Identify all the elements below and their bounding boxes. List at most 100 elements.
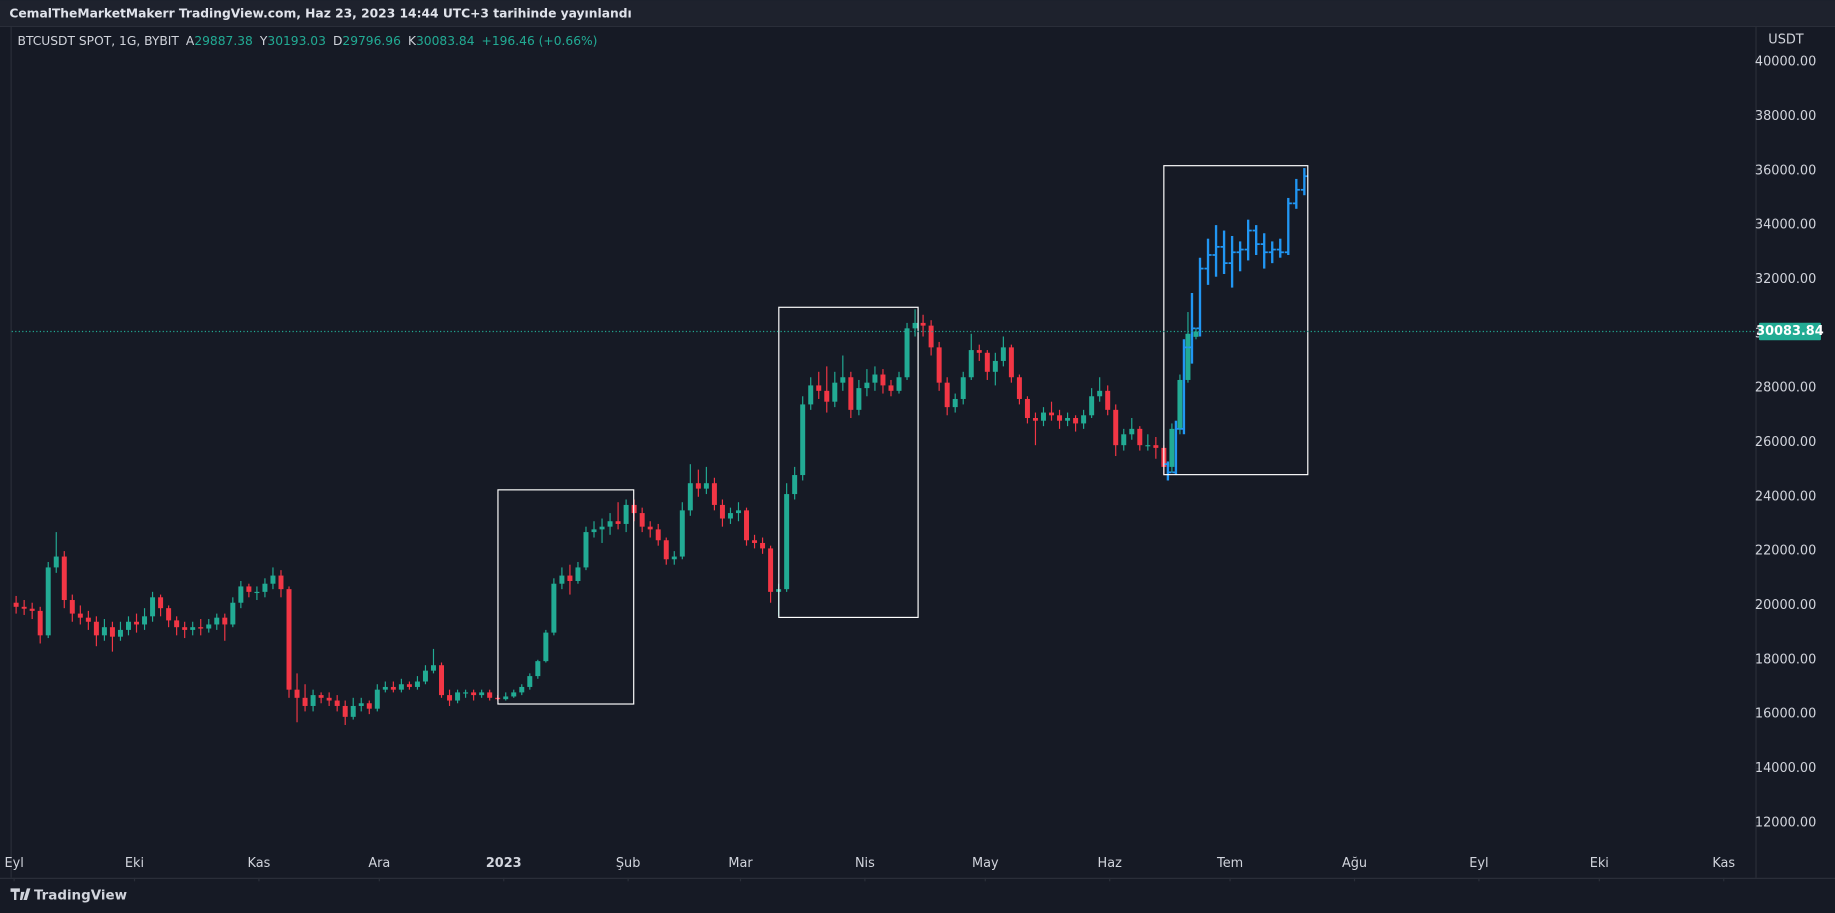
candle-body	[134, 621, 140, 625]
candle-body	[1016, 377, 1022, 399]
candle-body	[93, 621, 99, 636]
candle-body	[29, 608, 35, 611]
candle-body	[792, 475, 798, 495]
candle-body	[952, 398, 958, 408]
candle-body	[735, 510, 741, 514]
candle-body	[1089, 396, 1095, 416]
x-tick-label: Eki	[125, 856, 144, 871]
candle-body	[896, 377, 902, 391]
change: +196.46 (+0.66%)	[482, 34, 598, 48]
candle-body	[270, 575, 276, 584]
ohlc-label: D	[333, 34, 342, 48]
candle-body	[414, 681, 420, 687]
candle-body	[278, 575, 284, 590]
candle-body	[142, 616, 148, 625]
annotation-box	[1163, 165, 1309, 476]
candle-body	[1081, 415, 1087, 424]
candle-body	[85, 617, 91, 622]
y-tick-label: 40000.00	[1755, 55, 1816, 70]
candle-body	[366, 703, 372, 709]
candle-body	[1040, 412, 1046, 421]
candle-body	[920, 322, 926, 326]
candle-body	[511, 692, 517, 697]
y-tick-label: 28000.00	[1755, 381, 1816, 396]
candle-body	[607, 521, 613, 527]
candle-body	[527, 676, 533, 687]
y-tick-label: 32000.00	[1755, 272, 1816, 287]
candle-body	[695, 483, 701, 489]
candle-body	[222, 617, 228, 625]
candle-body	[398, 684, 404, 690]
candle-body	[1008, 347, 1014, 378]
y-tick-label: 12000.00	[1755, 815, 1816, 830]
ohlc-label: K	[408, 34, 417, 48]
candle-body	[752, 540, 758, 543]
candle-body	[599, 526, 605, 530]
x-tick-label: Eyl	[4, 856, 23, 871]
x-tick-label: Haz	[1098, 856, 1123, 871]
candle-body	[439, 665, 445, 696]
candle-body	[567, 575, 573, 581]
candle-body	[390, 686, 396, 690]
candle-body	[904, 328, 910, 378]
candle-body	[1169, 428, 1175, 467]
candle-body	[703, 483, 709, 489]
candle-body	[1137, 428, 1143, 446]
candle-body	[310, 695, 316, 706]
candle-body	[583, 532, 589, 568]
candle-body	[455, 692, 461, 701]
candle-body	[286, 589, 292, 690]
x-tick-label: Kas	[1712, 856, 1735, 871]
ohlc-label: A	[186, 34, 195, 48]
candle-body	[214, 617, 220, 625]
candle-body	[591, 529, 597, 533]
candle-body	[479, 692, 485, 696]
candle-body	[206, 624, 212, 629]
ohlc-value: 29887.38	[194, 34, 253, 48]
candle-body	[551, 583, 557, 633]
candle-body	[856, 388, 862, 410]
ohlc-value: 30083.84	[416, 34, 475, 48]
candle-body	[711, 483, 717, 505]
candle-body	[190, 627, 196, 630]
logo-icon	[10, 888, 31, 901]
candle-body	[53, 556, 59, 568]
candle-body	[824, 390, 830, 402]
candle-body	[503, 696, 509, 700]
candle-body	[422, 670, 428, 682]
candle-body	[663, 540, 669, 560]
candle-body	[45, 567, 51, 636]
candle-body	[1024, 398, 1030, 418]
candle-body	[936, 347, 942, 383]
candle-body	[406, 684, 412, 687]
candle-body	[1121, 434, 1127, 446]
candle-body	[37, 610, 43, 636]
annotation-boxes	[497, 165, 1309, 705]
candle-body	[784, 494, 790, 590]
ohlc-label: Y	[259, 34, 268, 48]
candle-body	[519, 686, 525, 693]
candle-body	[864, 382, 870, 389]
x-tick-label: May	[972, 856, 999, 871]
candle-body	[326, 697, 332, 701]
x-tick-label: Ağu	[1342, 856, 1367, 871]
y-tick-label: 34000.00	[1755, 218, 1816, 233]
candle-body	[543, 632, 549, 662]
publish-title: CemalTheMarketMakerr TradingView.com, Ha…	[9, 7, 631, 21]
candle-body	[350, 705, 356, 717]
candle-body	[687, 483, 693, 511]
candle-body	[535, 661, 541, 677]
candle-body	[840, 377, 846, 383]
x-tick-label: 2023	[486, 856, 522, 871]
candle-body	[430, 665, 436, 671]
candle-body	[21, 606, 27, 609]
candle-body	[198, 627, 204, 629]
candle-body	[463, 692, 469, 694]
x-tick-label: Tem	[1216, 856, 1243, 871]
candle-body	[1000, 347, 1006, 361]
candle-body	[976, 350, 982, 353]
symbol: BTCUSDT SPOT, 1G, BYBIT	[18, 34, 180, 48]
candle-body	[150, 597, 156, 617]
candle-body	[1105, 390, 1111, 410]
